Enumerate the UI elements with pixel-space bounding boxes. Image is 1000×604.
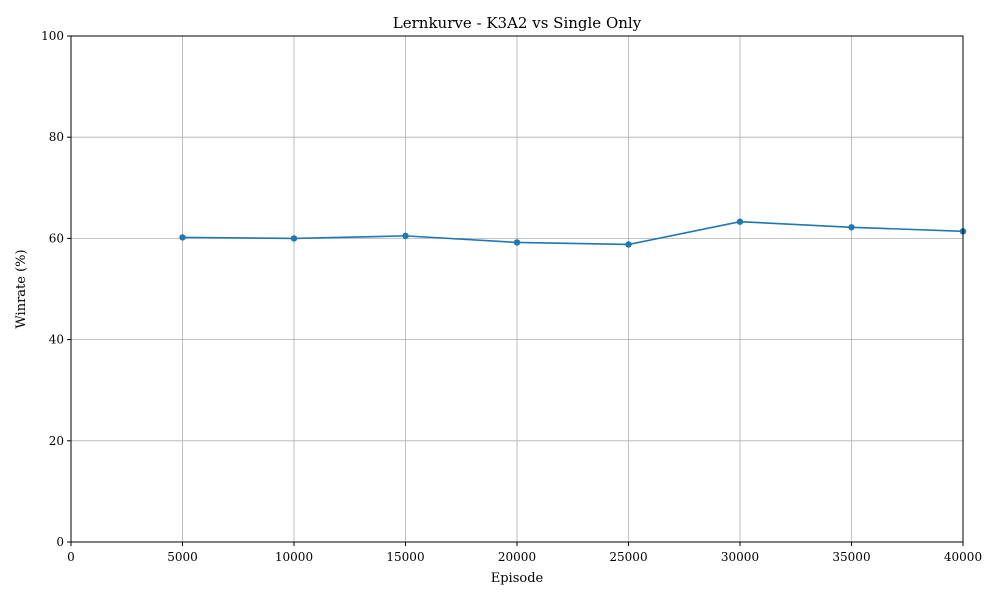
x-axis-label: Episode bbox=[491, 571, 544, 586]
x-tick-label: 20000 bbox=[498, 550, 536, 564]
ticks: 0 5000 10000 15000 20000 25000 30000 35000 40000… bbox=[41, 29, 982, 564]
data-point bbox=[736, 218, 744, 225]
series-layer bbox=[179, 218, 967, 248]
data-point bbox=[513, 239, 521, 246]
grid bbox=[70, 35, 964, 543]
series-line bbox=[182, 220, 964, 246]
y-tick-label: 40 bbox=[49, 333, 64, 347]
y-tick-label: 60 bbox=[49, 231, 64, 245]
y-tick-label: 100 bbox=[41, 29, 64, 43]
x-tick-label: 40000 bbox=[944, 550, 982, 564]
data-point bbox=[402, 232, 409, 240]
x-tick-label: 30000 bbox=[721, 550, 759, 564]
data-point bbox=[290, 235, 298, 242]
x-tick-label: 0 bbox=[67, 550, 75, 564]
data-point bbox=[179, 234, 186, 241]
chart-title: Lernkurve - K3A2 vs Single Only bbox=[393, 14, 642, 32]
x-tick-label: 10000 bbox=[275, 550, 313, 564]
y-axis-label: Winrate (%) bbox=[14, 249, 29, 328]
x-tick-label: 25000 bbox=[609, 550, 647, 564]
x-tick-label: 15000 bbox=[386, 550, 424, 564]
y-tick-label: 20 bbox=[49, 434, 64, 448]
data-point bbox=[625, 241, 632, 248]
data-point bbox=[848, 224, 855, 231]
x-tick-label: 35000 bbox=[832, 550, 870, 564]
x-tick-label: 5000 bbox=[167, 550, 198, 564]
y-tick-label: 80 bbox=[49, 130, 64, 144]
y-tick-label: 0 bbox=[56, 535, 64, 549]
